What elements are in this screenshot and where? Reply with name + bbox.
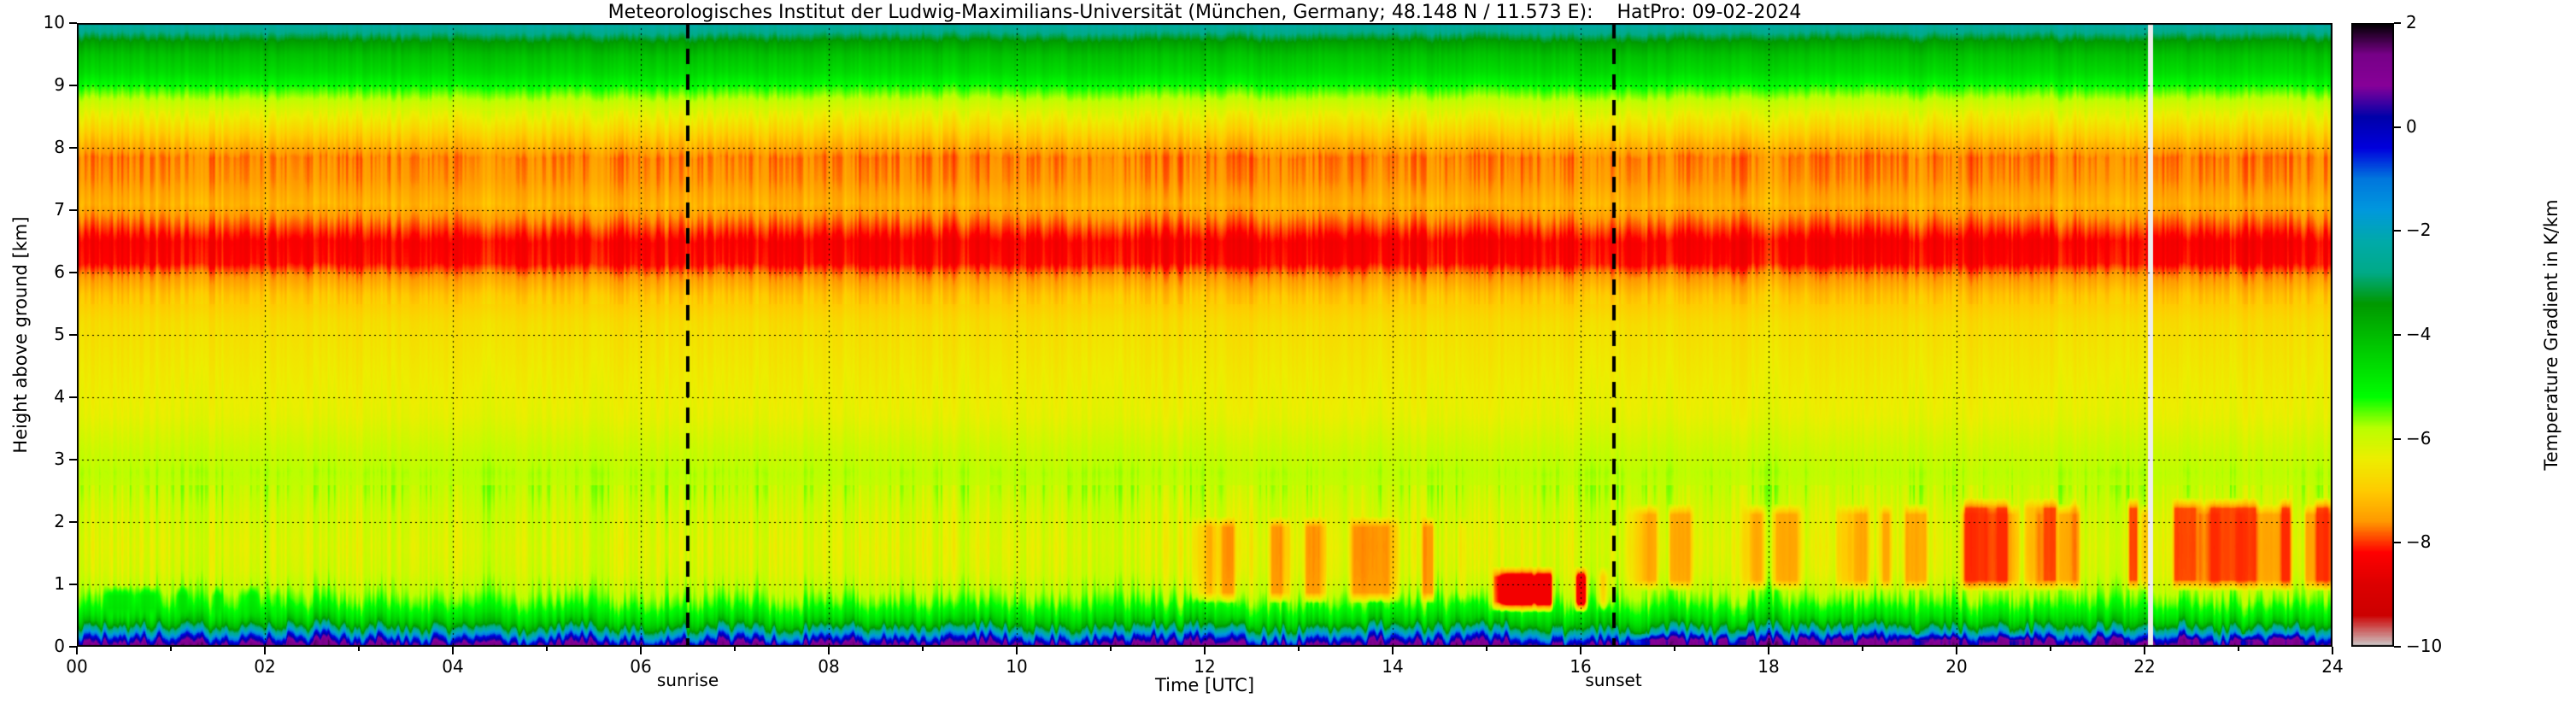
colorbar-tick-mark <box>2394 334 2401 336</box>
x-minor-tick-mark <box>1862 647 1863 651</box>
y-tick-mark <box>69 459 77 461</box>
y-tick-label: 4 <box>54 386 65 407</box>
x-minor-tick-mark <box>2238 647 2239 651</box>
x-tick-mark <box>264 647 266 654</box>
y-axis-label: Height above ground [km] <box>10 216 31 454</box>
x-minor-tick-mark <box>1298 647 1300 651</box>
colorbar-tick-label: 2 <box>2406 12 2417 32</box>
colorbar-tick-mark <box>2394 126 2401 128</box>
y-tick-mark <box>69 521 77 523</box>
x-tick-mark <box>1392 647 1394 654</box>
y-tick-label: 3 <box>54 449 65 469</box>
y-tick-label: 6 <box>54 261 65 282</box>
x-tick-label: 20 <box>1945 656 1968 677</box>
x-tick-label: 00 <box>66 656 88 677</box>
x-minor-tick-mark <box>170 647 172 651</box>
y-tick-label: 10 <box>43 12 65 32</box>
x-tick-label: 08 <box>818 656 840 677</box>
colorbar-tick-label: −4 <box>2406 324 2432 344</box>
y-tick-mark <box>69 147 77 149</box>
x-tick-label: 16 <box>1570 656 1592 677</box>
x-tick-mark <box>1956 647 1957 654</box>
x-tick-mark <box>2144 647 2145 654</box>
x-minor-tick-mark <box>358 647 360 651</box>
x-minor-tick-mark <box>1486 647 1488 651</box>
colorbar-tick-label: −6 <box>2406 427 2432 449</box>
y-tick-mark <box>69 646 77 648</box>
colorbar-tick-label: −2 <box>2406 220 2432 241</box>
colorbar-tick-mark <box>2394 437 2401 440</box>
y-tick-label: 0 <box>54 636 65 656</box>
x-tick-mark <box>452 647 454 654</box>
colorbar-tick-mark <box>2394 22 2401 24</box>
colorbar-tick-mark <box>2394 230 2401 232</box>
sun-event-label: sunset <box>1585 670 1642 690</box>
chart-title: Meteorologisches Institut der Ludwig-Max… <box>607 2 1802 23</box>
x-minor-tick-mark <box>922 647 924 651</box>
y-tick-mark <box>69 396 77 398</box>
x-tick-mark <box>76 647 78 654</box>
x-axis-label: Time [UTC] <box>1154 675 1255 695</box>
y-tick-label: 9 <box>54 74 65 95</box>
sun-event-label: sunrise <box>656 670 719 690</box>
y-tick-mark <box>69 209 77 211</box>
x-tick-mark <box>640 647 642 654</box>
x-tick-label: 06 <box>630 656 652 677</box>
x-minor-tick-mark <box>1110 647 1112 651</box>
colorbar <box>2351 23 2394 647</box>
x-tick-mark <box>1768 647 1769 654</box>
y-tick-mark <box>69 22 77 24</box>
x-tick-label: 10 <box>1006 656 1028 677</box>
colorbar-label: Temperature Gradient in K/km <box>2541 199 2561 471</box>
y-tick-mark <box>69 272 77 273</box>
colorbar-tick-mark <box>2394 542 2401 544</box>
x-minor-tick-mark <box>2050 647 2051 651</box>
x-minor-tick-mark <box>1674 647 1675 651</box>
x-tick-label: 24 <box>2321 656 2344 677</box>
x-tick-label: 12 <box>1194 656 1216 677</box>
y-tick-label: 5 <box>54 324 65 344</box>
y-tick-label: 1 <box>54 573 65 594</box>
x-tick-label: 18 <box>1757 656 1780 677</box>
x-tick-label: 22 <box>2133 656 2156 677</box>
x-minor-tick-mark <box>546 647 548 651</box>
x-tick-mark <box>1204 647 1206 654</box>
y-tick-label: 7 <box>54 199 65 220</box>
y-tick-mark <box>69 334 77 336</box>
colorbar-tick-label: 0 <box>2406 115 2417 137</box>
y-tick-mark <box>69 584 77 585</box>
colorbar-tick-label: −8 <box>2406 531 2432 553</box>
y-tick-label: 2 <box>54 511 65 531</box>
x-tick-mark <box>828 647 830 654</box>
y-tick-label: 8 <box>54 137 65 157</box>
temperature-gradient-heatmap <box>77 23 2332 647</box>
x-minor-tick-mark <box>734 647 736 651</box>
x-tick-mark <box>2332 647 2333 654</box>
x-tick-label: 02 <box>254 656 276 677</box>
x-tick-label: 04 <box>442 656 464 677</box>
x-tick-mark <box>1016 647 1018 654</box>
colorbar-tick-mark <box>2394 646 2401 648</box>
colorbar-tick-label: −10 <box>2406 636 2443 656</box>
x-tick-label: 14 <box>1382 656 1404 677</box>
x-tick-mark <box>1580 647 1581 654</box>
y-tick-mark <box>69 85 77 86</box>
